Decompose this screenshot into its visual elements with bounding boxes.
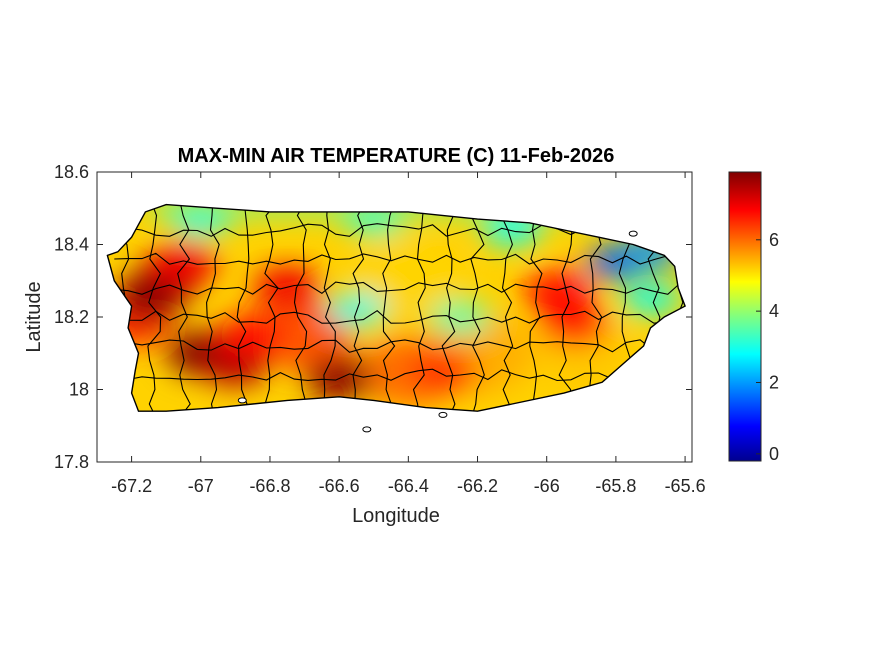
- municipality-boundary: [206, 204, 220, 412]
- islets: [237, 230, 638, 433]
- coldspot: [620, 282, 681, 315]
- coldspot: [430, 301, 491, 333]
- municipality-boundary: [500, 204, 514, 412]
- y-tick-label: 18.2: [54, 307, 89, 327]
- hotspot: [408, 349, 477, 394]
- municipality-boundary: [352, 204, 367, 412]
- x-axis-ticks: -67.2 -67 -66.8 -66.6 -66.4 -66.2 -66 -65.8 -65.…: [111, 172, 706, 496]
- field-patch: [255, 300, 354, 371]
- y-tick-label: 18: [69, 380, 89, 400]
- municipality-boundary: [147, 204, 162, 412]
- islet: [438, 411, 448, 418]
- hotspot: [540, 302, 609, 347]
- colorbar: [728, 171, 762, 462]
- x-tick-label: -66.6: [319, 476, 360, 496]
- coldspot: [326, 293, 387, 326]
- x-tick-label: -67: [188, 476, 214, 496]
- municipality-boundary: [293, 204, 308, 412]
- municipality-boundary: [114, 281, 682, 295]
- y-tick-label: 17.8: [54, 452, 89, 472]
- island-outline: [106, 203, 686, 412]
- chart-title: MAX-MIN AIR TEMPERATURE (C) 11-Feb-2026: [178, 145, 615, 167]
- x-tick-label: -66.2: [457, 476, 498, 496]
- colorbar-tick-label: 0: [769, 444, 779, 464]
- hotspot: [114, 276, 183, 321]
- islet: [362, 426, 372, 433]
- y-axis-ticks: 18.6 18.4 18.2 18 17.8: [54, 162, 692, 472]
- municipality-boundary: [529, 204, 543, 412]
- municipality-boundary: [382, 204, 396, 412]
- municipality-boundary: [323, 204, 336, 412]
- y-axis-label: Latitude: [23, 281, 45, 352]
- x-tick-label: -67.2: [111, 476, 152, 496]
- x-tick-label: -66.4: [388, 476, 429, 496]
- municipality-boundary: [441, 204, 456, 412]
- x-axis-label: Longitude: [352, 505, 440, 527]
- municipality-boundary: [264, 204, 279, 412]
- municipality-boundary: [177, 204, 191, 412]
- islet: [628, 230, 638, 237]
- x-tick-label: -65.8: [595, 476, 636, 496]
- x-tick-label: -66: [534, 476, 560, 496]
- municipality-boundary: [412, 204, 426, 412]
- municipality-boundary: [114, 252, 682, 265]
- hotspot: [149, 240, 218, 285]
- x-tick-label: -65.6: [665, 476, 706, 496]
- islet: [237, 397, 247, 404]
- municipality-boundary: [236, 204, 250, 412]
- temperature-field: [107, 204, 686, 412]
- colorbar-ticks: 0 2 4 6: [756, 230, 779, 464]
- municipality-boundary: [114, 310, 682, 324]
- y-tick-label: 18.4: [54, 235, 89, 255]
- municipality-boundary: [114, 368, 682, 382]
- municipality-boundary: [558, 204, 573, 412]
- municipality-boundary: [114, 339, 682, 353]
- hotspot: [253, 266, 322, 310]
- hotspot: [218, 313, 287, 358]
- x-tick-label: -66.8: [249, 476, 290, 496]
- colorbar-tick-label: 6: [769, 230, 779, 250]
- y-tick-label: 18.6: [54, 162, 89, 182]
- colorbar-tick-label: 2: [769, 373, 779, 393]
- municipality-boundary: [470, 204, 485, 412]
- colorbar-tick-label: 4: [769, 301, 779, 321]
